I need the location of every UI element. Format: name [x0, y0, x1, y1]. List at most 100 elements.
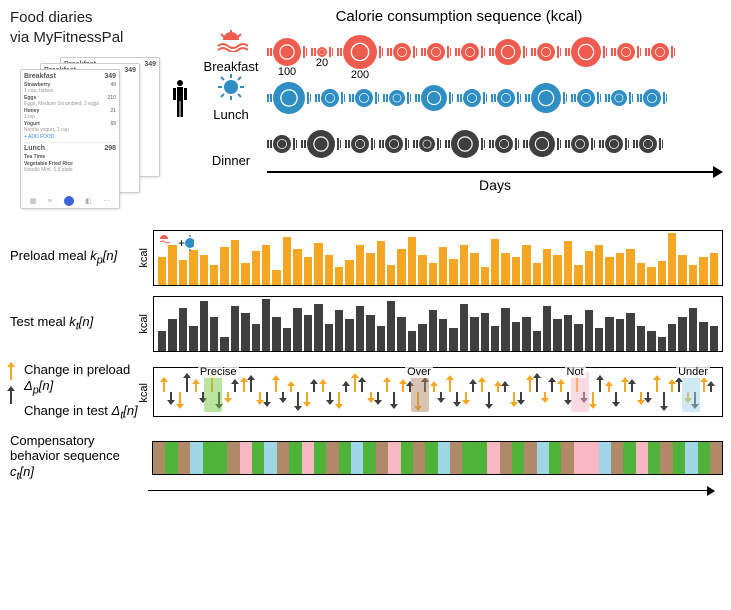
arrow-pair [479, 367, 492, 417]
plate-icon: 20 [311, 47, 333, 57]
arrow-pair [320, 367, 333, 417]
bar [314, 304, 322, 351]
comp-segment [363, 442, 375, 474]
nav-icon: ≡ [48, 198, 52, 205]
arrow-pair [384, 367, 397, 417]
bar [460, 245, 468, 285]
arrow-pair [447, 367, 460, 417]
bar [512, 322, 520, 351]
bar [345, 260, 353, 285]
lunch-plates [267, 82, 723, 114]
bar [605, 317, 613, 351]
arrow-pair [177, 367, 190, 417]
comp-segment [599, 442, 611, 474]
bar [231, 306, 239, 351]
phone-front: Breakfast349 Strawberry1 cup, halves49Eg… [20, 69, 120, 209]
plate-icon [387, 43, 417, 61]
bar [553, 255, 561, 285]
phone-header-val: 349 [104, 73, 116, 80]
comp-segment [215, 442, 227, 474]
plate-icon [571, 89, 601, 107]
bar [429, 263, 437, 285]
bar [553, 319, 561, 351]
bar [699, 257, 707, 285]
plate-icon [565, 135, 595, 153]
bar [481, 267, 489, 285]
comp-segment [401, 442, 413, 474]
bar [616, 253, 624, 285]
bar [501, 308, 509, 351]
bar [283, 328, 291, 351]
plate-icon [413, 136, 441, 152]
plate-icon [379, 135, 409, 153]
food-diaries-title: Food diaries via MyFitnessPal [10, 8, 185, 47]
nav-icon: ▦ [30, 197, 37, 205]
arrow-pair [431, 367, 444, 417]
comp-segment [462, 442, 474, 474]
arrow-pair [542, 367, 555, 417]
bar [335, 310, 343, 351]
comp-segment [673, 442, 685, 474]
comp-axis-arrow [148, 486, 715, 498]
plate-icon [611, 43, 641, 61]
bar [241, 313, 249, 351]
arrow-pair [288, 367, 301, 417]
bar [397, 317, 405, 351]
bar [512, 257, 520, 285]
comp-segment [636, 442, 648, 474]
comp-segment [339, 442, 351, 474]
bar [522, 317, 530, 351]
phone-food-item: Strawberry1 cup, halves49 [24, 82, 116, 94]
plate-icon [599, 135, 629, 153]
bar [252, 251, 260, 285]
bar [200, 255, 208, 285]
nav-icon: ◧ [85, 197, 92, 205]
phone-food-item: EggsEggs, Medium Scrambled, 2 eggs210 [24, 95, 116, 107]
bar [397, 249, 405, 285]
charts-panel: Preload meal kp[n] kcal + Test meal kt[n… [10, 230, 723, 494]
comp-segment [227, 442, 239, 474]
bar [231, 240, 239, 285]
comp-chart [152, 441, 723, 475]
comp-segment [710, 442, 722, 474]
arrow-pair [495, 367, 508, 417]
arrow-pair [654, 367, 667, 417]
bar [179, 308, 187, 351]
plate-icon [455, 43, 485, 61]
comp-segment [165, 442, 177, 474]
bar [522, 245, 530, 285]
highlight-not [571, 372, 589, 412]
test-corner-icon [158, 300, 176, 321]
bar [220, 247, 228, 285]
bar [408, 237, 416, 285]
plate-icon [267, 135, 297, 153]
bar [689, 265, 697, 285]
bar [595, 328, 603, 351]
calorie-sequence-title: Calorie consumption sequence (kcal) [195, 8, 723, 25]
comp-segment [524, 442, 536, 474]
change-chart-block: Change in preload Δp[n] Change in test Δ… [10, 362, 723, 423]
plate-icon [315, 89, 345, 107]
comp-segment [450, 442, 462, 474]
bar [377, 326, 385, 351]
bar [293, 308, 301, 351]
highlight-precise [204, 372, 222, 412]
bar [283, 237, 291, 285]
highlight-over [411, 372, 429, 412]
arrow-pair [257, 367, 270, 417]
comp-segment [240, 442, 252, 474]
bar [710, 253, 718, 285]
bar [689, 308, 697, 351]
bar [647, 267, 655, 285]
plate-icon [637, 89, 667, 107]
bar [220, 337, 228, 351]
comp-segment [586, 442, 598, 474]
bar [377, 241, 385, 285]
breakfast-plates: 100 20 200 [267, 35, 723, 69]
bar [637, 263, 645, 285]
test-chart-block: Test meal kt[n] kcal [10, 296, 723, 352]
bar [262, 299, 270, 351]
bar [710, 326, 718, 351]
comp-segment [561, 442, 573, 474]
kcal-axis-label: kcal [138, 314, 150, 334]
